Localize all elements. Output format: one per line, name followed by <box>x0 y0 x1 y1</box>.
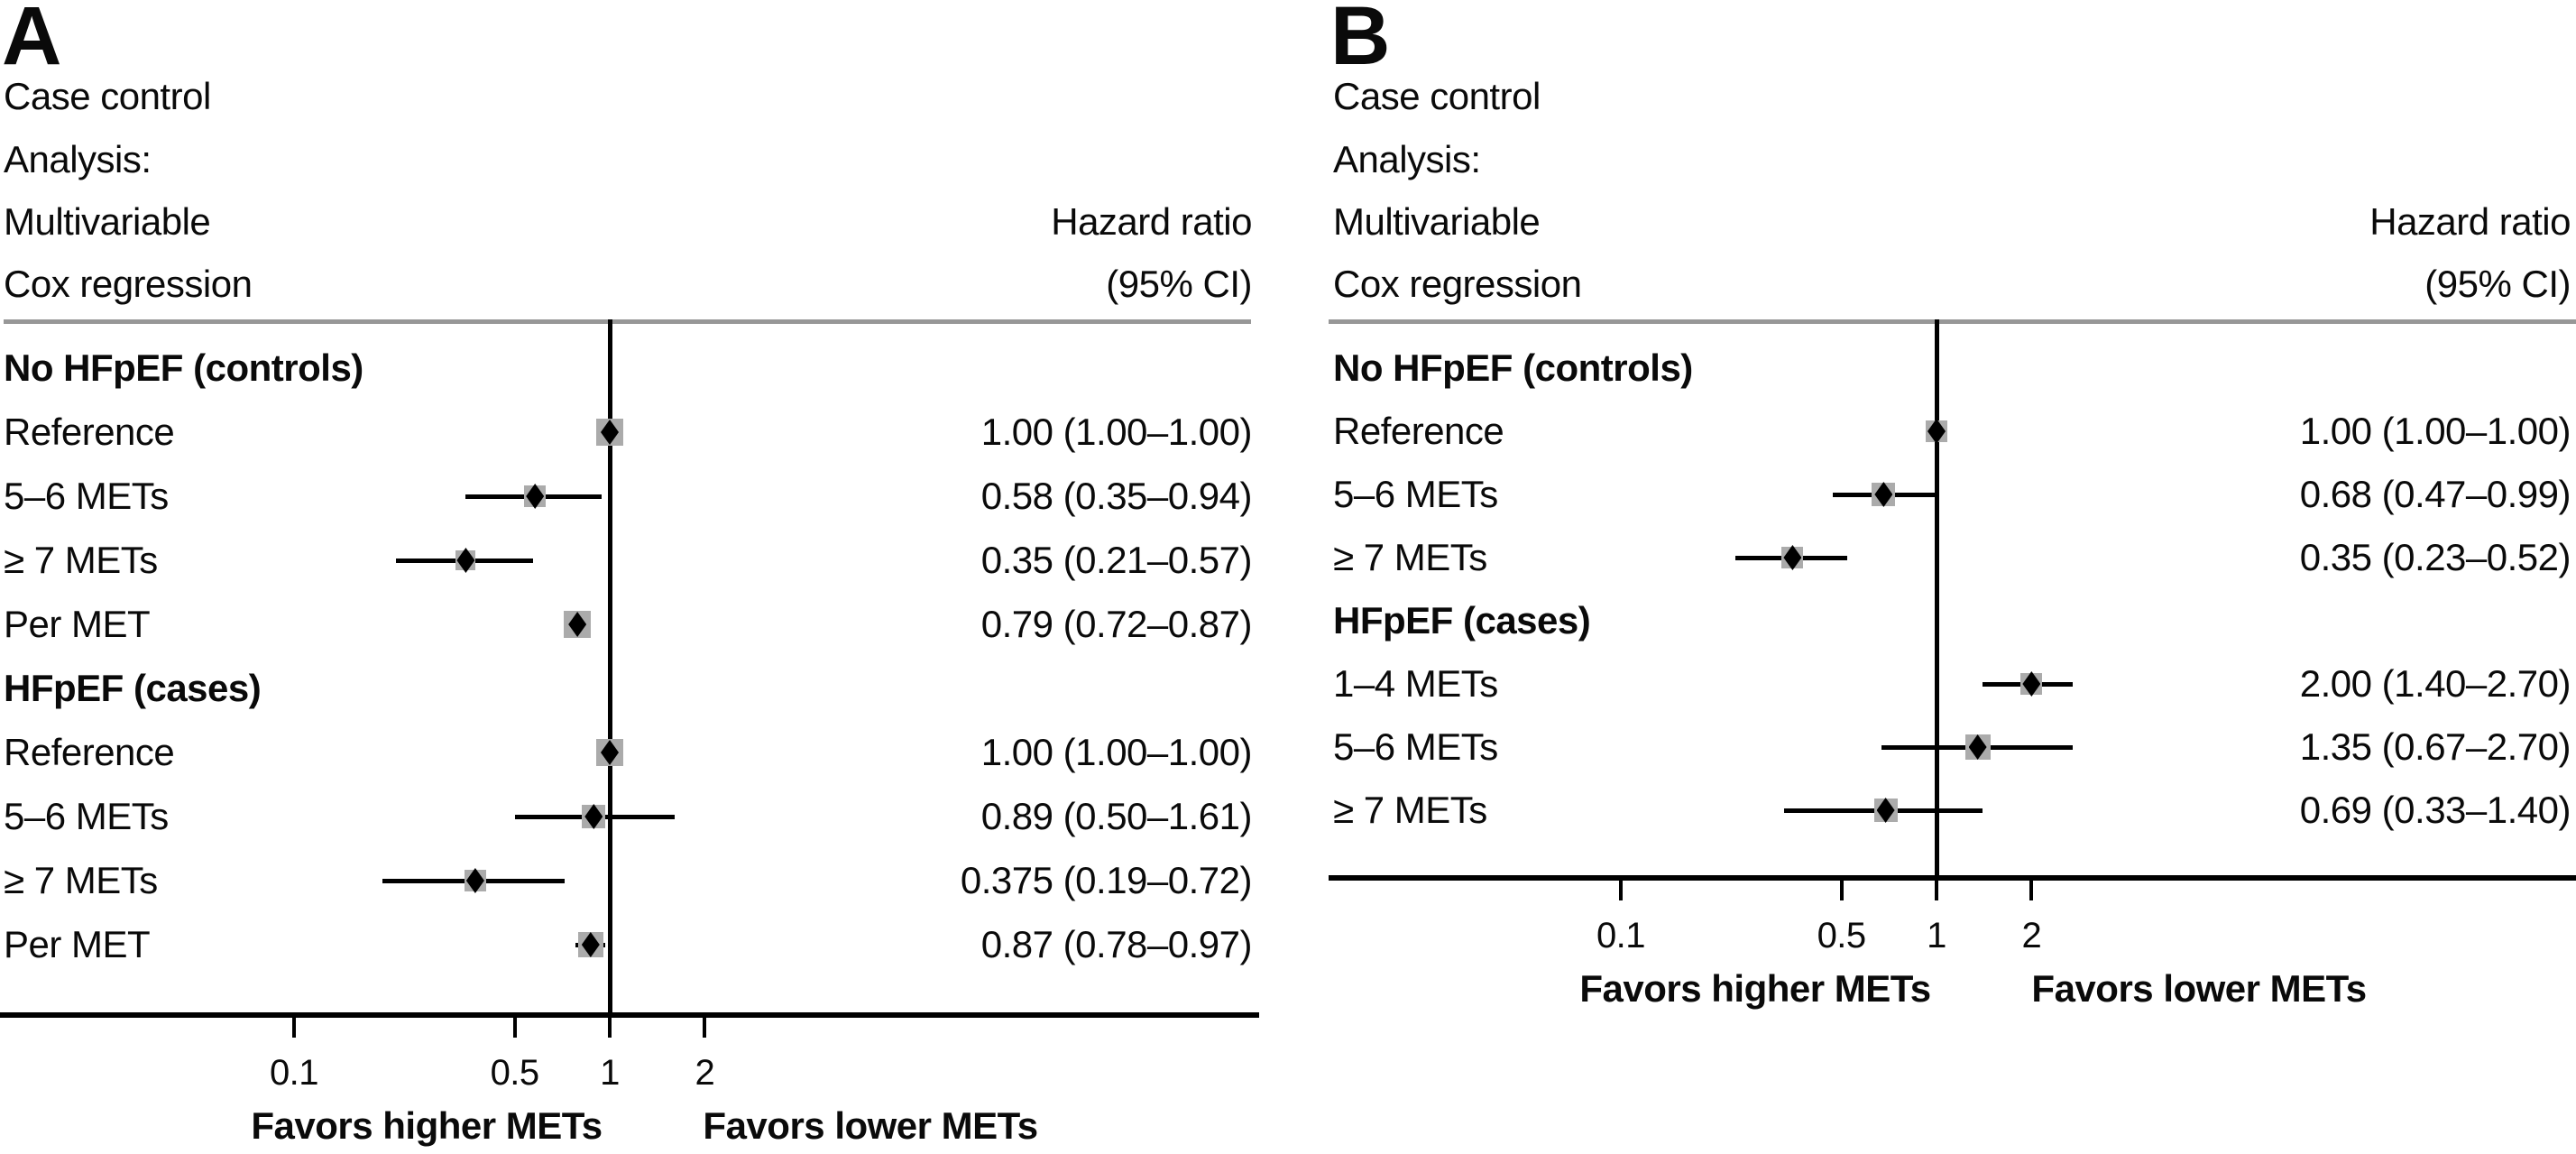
ci-header: (95% CI) <box>1106 263 1252 305</box>
panel-b: B Case control Analysis: Multivariable C… <box>1329 0 2576 1154</box>
header-separator <box>4 319 1251 324</box>
point-estimate-diamond <box>568 612 587 637</box>
group-header: HFpEF (cases) <box>1333 599 1591 642</box>
axis-tick <box>1619 881 1623 900</box>
row-label: Reference <box>4 731 175 773</box>
point-estimate-diamond <box>1876 798 1895 823</box>
axis-tick <box>703 1018 707 1038</box>
axis-tick-label: 0.5 <box>1817 916 1867 956</box>
row-label: Reference <box>4 411 175 453</box>
point-estimate-diamond <box>526 484 545 509</box>
point-estimate-diamond <box>1927 419 1946 444</box>
point-estimate-diamond <box>1783 545 1802 570</box>
header-line: Cox regression <box>4 263 253 305</box>
point-estimate-diamond <box>2022 671 2041 697</box>
axis-tick-label: 0.1 <box>269 1053 319 1093</box>
row-label: Per MET <box>4 923 151 965</box>
hazard-ratio-header: Hazard ratio <box>1051 200 1252 243</box>
row-label: 5–6 METs <box>1333 473 1498 515</box>
hr-value: 0.375 (0.19–0.72) <box>960 859 1253 901</box>
header-line: Multivariable <box>1333 200 1541 243</box>
axis-tick <box>1839 881 1844 900</box>
hr-value: 1.00 (1.00–1.00) <box>980 731 1253 773</box>
axis-tick-label: 1 <box>1927 916 1946 956</box>
row-label: 5–6 METs <box>4 795 169 837</box>
x-axis-line <box>0 1012 1259 1018</box>
reference-line <box>607 319 612 1012</box>
hr-value: 0.69 (0.33–1.40) <box>2299 789 2571 831</box>
point-estimate-diamond <box>465 868 484 893</box>
axis-tick <box>1935 881 1938 900</box>
reference-line <box>1934 319 1939 875</box>
favors-right-label: Favors lower METs <box>2031 967 2367 1010</box>
x-axis-line <box>1329 875 2576 881</box>
axis-tick-label: 1 <box>600 1053 620 1093</box>
axis-tick <box>292 1018 296 1038</box>
group-header: No HFpEF (controls) <box>4 346 363 389</box>
panel-letter: B <box>1330 0 1390 82</box>
hazard-ratio-header: Hazard ratio <box>2369 200 2571 243</box>
point-estimate-diamond <box>456 548 475 573</box>
header-line: Case control <box>1333 75 1541 117</box>
axis-tick <box>2029 881 2034 900</box>
row-label: ≥ 7 METs <box>1333 789 1487 831</box>
point-estimate-diamond <box>584 804 603 829</box>
ci-header: (95% CI) <box>2424 263 2571 305</box>
hr-value: 0.35 (0.23–0.52) <box>2299 536 2571 578</box>
favors-left-label: Favors higher METs <box>251 1104 603 1147</box>
row-label: 5–6 METs <box>1333 725 1498 768</box>
header-line: Analysis: <box>1333 138 1481 180</box>
hr-value: 0.68 (0.47–0.99) <box>2299 473 2571 515</box>
row-label: ≥ 7 METs <box>4 539 158 581</box>
hr-value: 1.00 (1.00–1.00) <box>2299 410 2571 452</box>
point-estimate-diamond <box>601 740 619 765</box>
hr-value: 0.79 (0.72–0.87) <box>980 603 1253 645</box>
panel-a: A Case control Analysis: Multivariable C… <box>0 0 1259 1154</box>
axis-tick-label: 2 <box>695 1053 715 1093</box>
group-header: HFpEF (cases) <box>4 667 262 709</box>
point-estimate-diamond <box>1968 734 1987 760</box>
header-line: Multivariable <box>4 200 211 243</box>
header-line: Cox regression <box>1333 263 1582 305</box>
hr-value: 2.00 (1.40–2.70) <box>2299 662 2571 705</box>
group-header: No HFpEF (controls) <box>1333 346 1693 389</box>
axis-tick-label: 2 <box>2021 916 2042 956</box>
row-label: ≥ 7 METs <box>4 859 158 901</box>
axis-tick-label: 0.5 <box>490 1053 540 1093</box>
favors-left-label: Favors higher METs <box>1579 967 1931 1010</box>
axis-tick-label: 0.1 <box>1596 916 1646 956</box>
header-line: Analysis: <box>4 138 152 180</box>
hr-value: 0.58 (0.35–0.94) <box>980 475 1253 517</box>
hr-value: 0.87 (0.78–0.97) <box>980 923 1253 965</box>
axis-tick <box>512 1018 517 1038</box>
hr-value: 1.00 (1.00–1.00) <box>980 411 1253 453</box>
hr-value: 0.35 (0.21–0.57) <box>980 539 1253 581</box>
row-label: Reference <box>1333 410 1504 452</box>
hr-value: 0.89 (0.50–1.61) <box>980 795 1253 837</box>
row-label: 1–4 METs <box>1333 662 1498 705</box>
axis-tick <box>608 1018 612 1038</box>
row-label: 5–6 METs <box>4 475 169 517</box>
favors-right-label: Favors lower METs <box>703 1104 1038 1147</box>
hr-value: 1.35 (0.67–2.70) <box>2299 725 2571 768</box>
header-line: Case control <box>4 75 211 117</box>
row-label: ≥ 7 METs <box>1333 536 1487 578</box>
point-estimate-diamond <box>581 932 600 957</box>
point-estimate-diamond <box>601 420 619 445</box>
panel-letter: A <box>2 0 61 82</box>
point-estimate-diamond <box>1874 482 1893 507</box>
row-label: Per MET <box>4 603 151 645</box>
header-separator <box>1329 319 2576 324</box>
